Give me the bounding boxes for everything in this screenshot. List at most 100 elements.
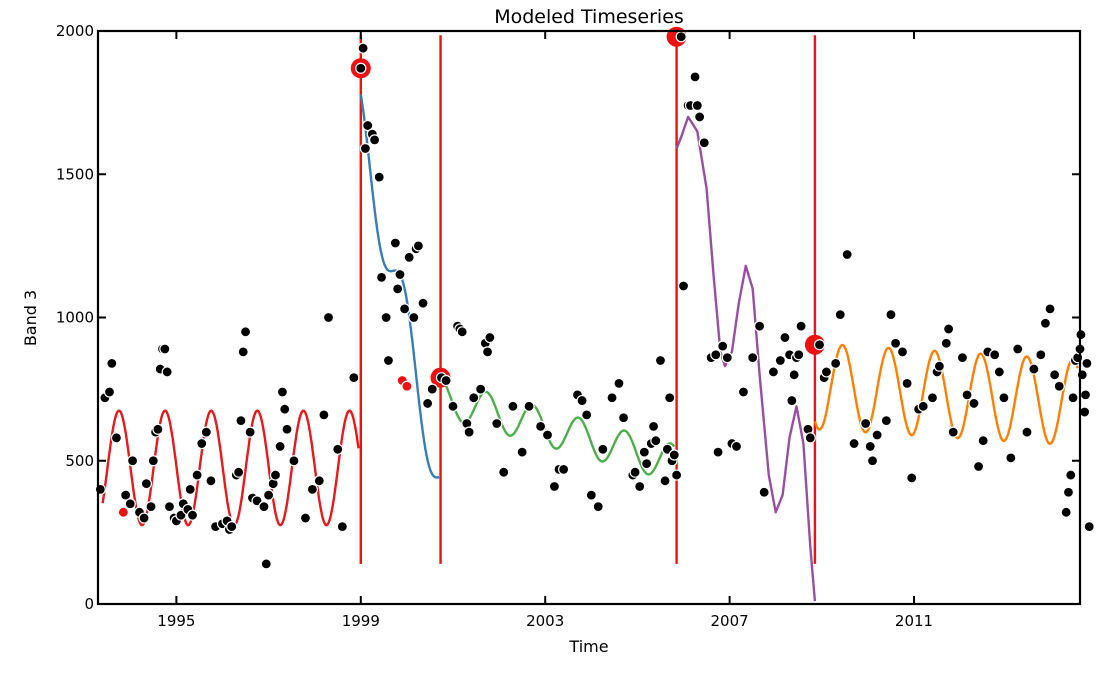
data-point-25 xyxy=(184,483,196,495)
data-point-2 xyxy=(103,386,116,398)
data-point-18 xyxy=(161,366,173,378)
data-point-121 xyxy=(647,420,660,432)
outlier-point-2 xyxy=(401,380,413,392)
data-point-183 xyxy=(943,323,955,335)
data-point-118 xyxy=(638,446,650,458)
data-point-57 xyxy=(318,409,330,421)
data-point-101 xyxy=(534,420,547,432)
data-point-192 xyxy=(993,366,1005,378)
data-point-107 xyxy=(576,394,588,407)
data-point-110 xyxy=(592,500,604,513)
data-point-212 xyxy=(1079,406,1091,418)
data-point-62 xyxy=(355,62,367,74)
data-point-4 xyxy=(110,432,123,444)
data-point-77 xyxy=(408,311,420,324)
data-point-196 xyxy=(1021,426,1033,438)
data-point-149 xyxy=(767,366,780,378)
data-point-199 xyxy=(1039,317,1052,329)
data-point-167 xyxy=(860,417,872,430)
data-point-165 xyxy=(841,248,853,261)
data-point-68 xyxy=(373,171,385,183)
data-point-136 xyxy=(694,111,706,123)
y-axis-label: Band 3 xyxy=(21,290,40,346)
data-point-29 xyxy=(200,426,212,438)
data-point-201 xyxy=(1049,369,1061,381)
data-point-154 xyxy=(788,369,800,381)
data-point-194 xyxy=(1005,452,1017,464)
data-point-27 xyxy=(191,469,203,481)
data-point-169 xyxy=(866,455,879,467)
data-point-112 xyxy=(606,392,618,404)
data-point-26 xyxy=(186,509,199,521)
data-point-51 xyxy=(279,403,291,415)
data-point-124 xyxy=(659,475,671,487)
data-point-151 xyxy=(779,331,791,344)
data-point-172 xyxy=(885,309,897,321)
data-point-58 xyxy=(322,311,335,324)
data-point-214 xyxy=(1081,357,1093,369)
data-point-99 xyxy=(516,446,528,458)
data-point-39 xyxy=(237,346,249,358)
data-point-188 xyxy=(972,460,985,473)
data-point-153 xyxy=(786,394,798,407)
data-point-95 xyxy=(484,331,496,344)
data-point-88 xyxy=(456,326,468,338)
data-point-173 xyxy=(889,337,902,349)
data-point-156 xyxy=(793,349,805,361)
data-point-128 xyxy=(668,449,680,461)
data-point-134 xyxy=(689,71,701,83)
data-point-84 xyxy=(440,374,452,387)
data-point-185 xyxy=(956,352,969,364)
data-point-41 xyxy=(244,426,256,438)
data-point-69 xyxy=(375,271,388,283)
data-point-202 xyxy=(1053,380,1065,392)
data-point-176 xyxy=(906,472,918,484)
data-point-73 xyxy=(392,283,404,295)
data-point-92 xyxy=(475,383,487,395)
data-point-80 xyxy=(417,297,429,309)
data-point-64 xyxy=(359,142,371,155)
y-tick-label-2: 1000 xyxy=(56,309,94,327)
data-point-205 xyxy=(1065,469,1077,481)
data-point-131 xyxy=(677,280,690,292)
data-point-3 xyxy=(106,357,118,369)
data-point-178 xyxy=(917,400,929,412)
model-segment-4 xyxy=(813,343,1079,445)
data-point-7 xyxy=(126,455,139,467)
data-point-206 xyxy=(1067,392,1079,404)
data-point-181 xyxy=(933,360,945,372)
data-point-108 xyxy=(581,409,593,421)
data-point-175 xyxy=(901,377,913,389)
x-tick-label-3: 2007 xyxy=(711,612,749,630)
data-point-144 xyxy=(730,440,743,453)
data-point-114 xyxy=(617,412,630,424)
data-point-137 xyxy=(698,137,710,149)
data-point-72 xyxy=(389,237,401,249)
data-point-97 xyxy=(498,466,510,478)
data-point-111 xyxy=(597,443,609,455)
data-point-130 xyxy=(675,31,687,43)
data-point-50 xyxy=(276,386,289,398)
data-point-49 xyxy=(274,440,286,453)
data-point-213 xyxy=(1079,389,1092,401)
y-tick-label-3: 1500 xyxy=(56,165,94,183)
data-point-113 xyxy=(613,377,625,389)
x-tick-label-1: 1999 xyxy=(342,612,380,630)
data-point-65 xyxy=(362,119,374,132)
data-point-38 xyxy=(235,415,247,427)
data-point-52 xyxy=(281,423,293,435)
data-point-35 xyxy=(226,521,238,533)
data-point-157 xyxy=(795,320,807,332)
x-tick-label-4: 2011 xyxy=(895,612,933,630)
data-point-70 xyxy=(380,311,392,324)
data-point-0 xyxy=(94,483,106,495)
data-point-75 xyxy=(398,303,411,315)
y-tick-label-4: 2000 xyxy=(56,22,94,40)
data-point-82 xyxy=(426,383,438,395)
model-segment-2 xyxy=(439,378,676,476)
data-point-129 xyxy=(670,469,683,481)
data-point-12 xyxy=(147,455,159,467)
data-point-141 xyxy=(717,340,729,352)
data-point-5 xyxy=(120,489,132,501)
